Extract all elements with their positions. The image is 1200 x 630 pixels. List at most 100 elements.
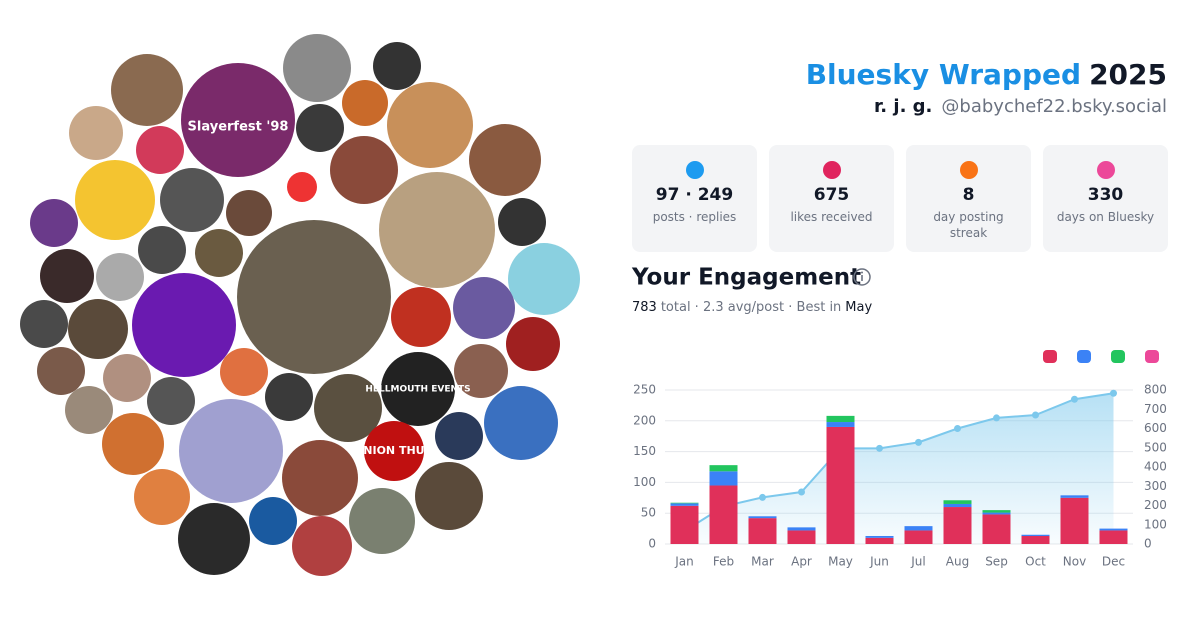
avatar[interactable]: [237, 220, 391, 374]
avatar[interactable]: [103, 354, 151, 402]
summary: 783 total · 2.3 avg/post · Best in May: [632, 300, 872, 315]
avatar[interactable]: [498, 198, 546, 246]
stat-card: 330 days on Bluesky: [1043, 145, 1168, 252]
avatar[interactable]: [69, 106, 123, 160]
avatar[interactable]: [102, 413, 164, 475]
y-tick-label: 0: [648, 537, 656, 551]
bar-segment: [826, 422, 855, 427]
avatar[interactable]: [181, 63, 295, 177]
y2-tick-label: 300: [1144, 479, 1167, 493]
avatar[interactable]: [379, 172, 495, 288]
avatar[interactable]: [134, 469, 190, 525]
avatar[interactable]: [287, 172, 317, 202]
display-name: r. j. g.: [874, 96, 932, 117]
avatar[interactable]: [20, 300, 68, 348]
bar-segment: [1021, 534, 1050, 536]
x-tick-label: Oct: [1025, 555, 1046, 569]
avatar[interactable]: [364, 421, 424, 481]
legend-icon[interactable]: [1077, 350, 1091, 363]
avatar[interactable]: [138, 226, 186, 274]
x-tick-label: Aug: [946, 555, 969, 569]
legend-icon[interactable]: [1043, 350, 1057, 363]
avatar[interactable]: [220, 348, 268, 396]
avatar[interactable]: [296, 104, 344, 152]
stat-value: 675: [813, 185, 850, 205]
avatar[interactable]: [111, 54, 183, 126]
stat-icon: [686, 161, 704, 179]
avatar[interactable]: [96, 253, 144, 301]
stat-card: 97 · 249 posts · replies: [632, 145, 757, 252]
x-tick-label: Apr: [791, 555, 812, 569]
handle: @babychef22.bsky.social: [941, 96, 1167, 117]
avatar[interactable]: [506, 317, 560, 371]
avatar[interactable]: [40, 249, 94, 303]
avatar[interactable]: [453, 277, 515, 339]
avatar[interactable]: [249, 497, 297, 545]
avatar[interactable]: [178, 503, 250, 575]
stat-label: posts · replies: [652, 210, 737, 224]
avatar[interactable]: [508, 243, 580, 315]
stat-value: 8: [962, 185, 975, 205]
stat-icon-shape: [1097, 161, 1115, 179]
info-icon[interactable]: [853, 268, 871, 286]
bar-segment: [826, 426, 855, 544]
avatar[interactable]: [283, 34, 351, 102]
bar-segment: [865, 537, 894, 544]
avatar[interactable]: [75, 160, 155, 240]
avatar[interactable]: [68, 299, 128, 359]
avatar[interactable]: [373, 42, 421, 90]
bar-segment: [709, 485, 738, 544]
avatar[interactable]: [282, 440, 358, 516]
avatar[interactable]: [330, 136, 398, 204]
bar-segment: [982, 514, 1011, 544]
bar-segment: [1099, 528, 1128, 531]
avatar[interactable]: [160, 168, 224, 232]
line-point: [1032, 411, 1039, 419]
stat-label: days on Bluesky: [1056, 210, 1155, 224]
bar-segment: [943, 503, 972, 508]
x-tick-label: Nov: [1063, 555, 1086, 569]
avatar[interactable]: [314, 374, 382, 442]
legend-icon[interactable]: [1111, 350, 1125, 363]
avatar[interactable]: [387, 82, 473, 168]
y-tick-label: 250: [633, 383, 656, 397]
y2-tick-label: 100: [1144, 517, 1167, 531]
bar-segment: [709, 465, 738, 472]
avatar[interactable]: [349, 488, 415, 554]
avatar[interactable]: [136, 126, 184, 174]
y2-tick-label: 800: [1144, 383, 1167, 397]
line-point: [915, 438, 922, 446]
avatar[interactable]: [469, 124, 541, 196]
avatar[interactable]: [484, 386, 558, 460]
bar-segment: [748, 518, 777, 544]
line-point: [798, 488, 805, 496]
avatar[interactable]: [381, 352, 455, 426]
line-point: [1110, 389, 1117, 397]
avatar[interactable]: [391, 287, 451, 347]
x-tick-label: Jan: [674, 555, 694, 569]
stat-value: 330: [1087, 185, 1124, 205]
avatar[interactable]: [147, 377, 195, 425]
user: r. j. g. @babychef22.bsky.social: [874, 96, 1167, 117]
avatar[interactable]: [226, 190, 272, 236]
bar-segment: [670, 502, 699, 504]
avatar[interactable]: [65, 386, 113, 434]
avatar[interactable]: [292, 516, 352, 576]
avatar[interactable]: [265, 373, 313, 421]
stat-value: 97 · 249: [655, 185, 734, 205]
avatar[interactable]: [37, 347, 85, 395]
legend-icon[interactable]: [1145, 350, 1159, 363]
avatar[interactable]: [132, 273, 236, 377]
avatar[interactable]: [179, 399, 283, 503]
avatar[interactable]: [435, 412, 483, 460]
avatar[interactable]: [195, 229, 243, 277]
avatar[interactable]: [415, 462, 483, 530]
stat-label: day posting streak: [933, 210, 1004, 240]
bar-segment: [865, 535, 894, 538]
avatar[interactable]: [30, 199, 78, 247]
x-tick-label: Jul: [910, 555, 925, 569]
bar-segment: [826, 415, 855, 423]
avatar[interactable]: [454, 344, 508, 398]
avatar[interactable]: [342, 80, 388, 126]
x-tick-label: Dec: [1102, 555, 1125, 569]
